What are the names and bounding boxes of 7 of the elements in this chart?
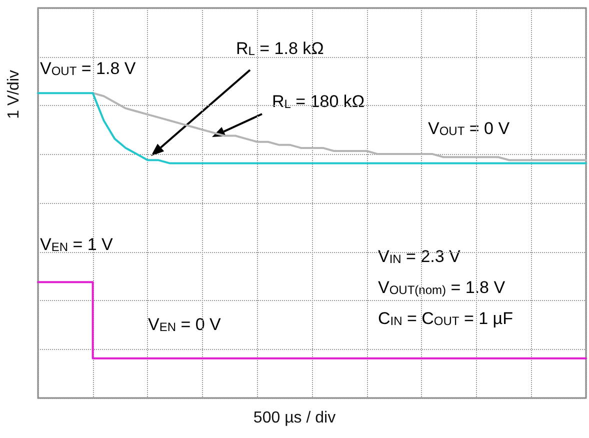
annotation: VEN = 1 V <box>40 235 114 254</box>
y-axis-title: 1 V/div <box>6 70 22 119</box>
annotation: CIN = COUT = 1 µF <box>378 309 513 328</box>
x-axis-title: 500 µs / div <box>253 410 336 426</box>
text: VOUT = 1.8 V <box>40 59 136 78</box>
text: RL = 1.8 kΩ <box>236 39 324 58</box>
annotation: VOUT(nom) = 1.8 V <box>378 278 506 297</box>
